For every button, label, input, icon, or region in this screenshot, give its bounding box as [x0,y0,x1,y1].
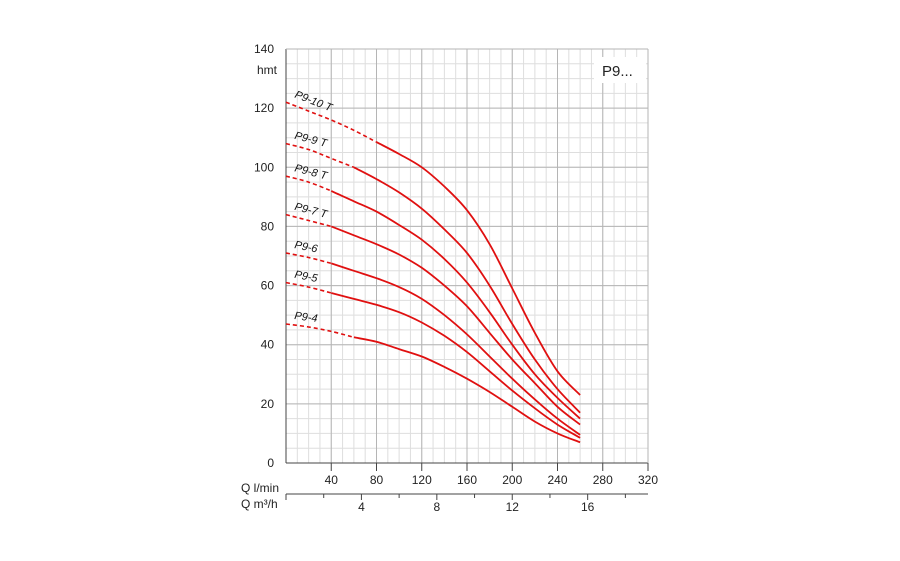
curves [285,101,581,444]
x-primary-tick-label: 200 [502,473,522,487]
y-tick-label: 140 [254,42,274,56]
y-tick-label: 100 [254,160,274,174]
y-unit-label: hmt [257,63,278,77]
x-secondary-tick-label: 4 [358,500,365,514]
y-tick-label: 120 [254,101,274,115]
curve-dashed-p9-9-t [285,142,355,169]
curve-label-p9-5: P9-5 [293,269,319,285]
x-primary-axis-label: Q l/min [241,481,279,495]
x-primary-tick-label: 320 [638,473,658,487]
curve-label-p9-4: P9-4 [294,310,319,325]
y-unit-bg [255,60,285,78]
curve-dashed-p9-7-t [285,213,332,228]
curve-dashed-p9-4 [285,323,355,339]
y-tick-label: 80 [261,219,275,233]
curve-dashed-p9-8-t [285,175,332,192]
y-tick-label: 0 [267,456,274,470]
legend-box [594,57,646,83]
x-primary-tick-label: 280 [593,473,613,487]
y-tick-label: 40 [261,338,275,352]
x-secondary-tick-label: 12 [506,500,520,514]
x-secondary-tick-label: 8 [433,500,440,514]
x-primary-tick-label: 40 [325,473,339,487]
y-tick-label: 60 [261,279,275,293]
curve-p9-4 [353,336,581,444]
curve-p9-8-t [330,190,581,420]
x-primary-tick-label: 240 [547,473,567,487]
grid [285,48,649,464]
curve-p9-9-t [353,166,581,414]
curve-p9-6 [331,262,581,436]
curve-p9-5 [331,292,581,439]
legend-label: P9... [602,63,633,80]
curve-p9-7-t [330,225,581,426]
curve-dashed-p9-10-t [285,101,377,143]
curve-dashed-p9-6 [285,252,332,265]
x-primary-tick-label: 120 [412,473,432,487]
x-primary-tick-label: 80 [370,473,384,487]
x-secondary-tick-label: 16 [581,500,595,514]
x-primary-tick-label: 160 [457,473,477,487]
curve-p9-10-t [376,141,581,396]
curve-dashed-p9-5 [285,281,332,294]
x-secondary-axis-label: Q m³/h [241,497,278,511]
curve-label-p9-6: P9-6 [293,239,319,255]
y-tick-label: 20 [261,397,275,411]
